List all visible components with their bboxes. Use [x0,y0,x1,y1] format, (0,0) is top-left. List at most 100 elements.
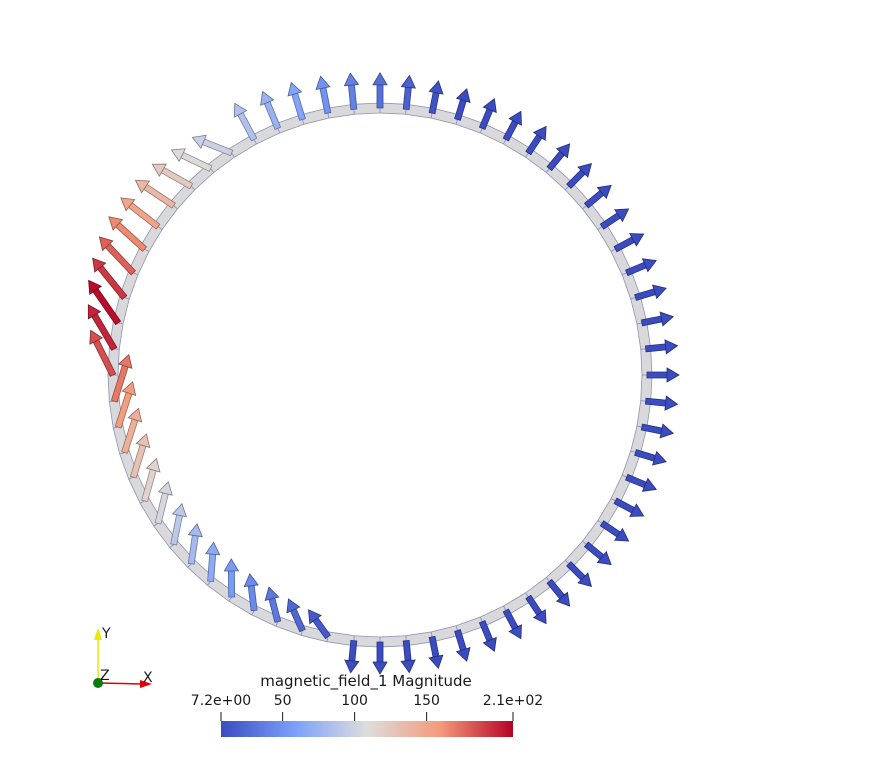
field-arrow [129,433,151,479]
field-arrow [634,284,667,301]
field-arrow-head [641,258,657,273]
field-arrow-head [87,304,102,320]
field-arrow-head [596,184,612,200]
field-arrow-head [134,179,151,194]
field-arrow-head [508,110,522,126]
field-arrow-head [577,572,592,587]
field-arrow-head [664,339,679,355]
field-arrow-head [596,550,612,566]
ring-cell [640,347,653,376]
field-arrow-head [532,609,547,625]
field-arrow-head [428,654,444,670]
field-arrow [134,179,176,209]
field-arrow [110,353,133,403]
field-arrow [644,395,679,411]
field-arrow-head [204,541,221,556]
field-arrow-head [641,477,657,492]
y-axis-label: Y [102,626,111,642]
field-arrow [525,125,547,156]
field-arrow-head [243,573,259,588]
field-arrow-head [233,102,248,118]
field-arrow-head [455,88,471,103]
field-arrow-shaft [115,222,148,252]
field-arrow-head [455,647,471,662]
field-arrow-head [223,558,240,572]
field-arrow [114,381,137,429]
field-arrow [223,558,240,598]
field-arrow-head [652,284,667,300]
field-arrow [599,208,630,230]
field-arrow [260,90,282,130]
z-axis-label: Z [100,668,110,684]
field-arrow [154,481,173,525]
field-arrow [187,523,203,565]
field-arrow [286,598,306,633]
x-axis-label: X [143,670,153,686]
field-arrow-head [555,143,571,159]
ring-cell [352,102,381,115]
field-arrow [502,608,522,640]
field-arrow-head [344,659,360,674]
colorbar-tick-label: 50 [273,693,292,709]
field-arrow [343,72,360,111]
glyph-arrows [87,72,680,675]
field-arrow-head [666,367,680,383]
field-arrow-head [343,72,360,87]
field-arrow-head [127,407,143,423]
field-arrow-head [286,598,301,614]
field-arrow [108,216,148,252]
ring-cell [379,102,408,115]
field-arrow [243,573,259,612]
field-arrow-shaft [613,497,636,514]
field-arrow-shaft [201,138,234,157]
field-arrow [566,163,592,189]
field-arrow [372,641,388,675]
field-arrow [315,75,332,115]
field-arrow [87,304,118,351]
field-arrow-head [92,257,107,273]
field-arrow-shaft [291,92,306,121]
colorbar-title: magnetic_field_1 Magnitude [260,672,472,690]
field-arrow [428,635,444,670]
field-arrow-shaft [502,608,519,631]
field-arrow [583,541,612,566]
field-arrow [170,502,187,546]
field-arrow-head [145,457,161,473]
field-arrow [308,609,331,640]
field-arrow [502,110,522,142]
z-axis-dot [93,678,103,688]
field-arrow-shaft [127,202,161,230]
field-arrow [89,329,117,377]
field-arrow-head [260,90,275,106]
field-arrow-head [614,527,630,542]
field-arrow-head [555,591,571,607]
field-arrow [525,594,547,625]
field-arrow-head [664,395,679,411]
field-arrow-head [120,197,136,212]
field-arrow-shaft [502,119,519,142]
field-arrow-shaft [104,243,137,276]
field-arrow-shaft [228,570,236,598]
field-arrow-shaft [646,371,668,379]
field-arrow [121,407,143,454]
field-arrow-head [400,659,416,674]
field-arrow-shaft [613,236,636,253]
field-arrow-head [315,75,331,90]
field-arrow-shaft [187,534,199,565]
field-arrow-head [482,98,497,114]
field-arrow-shaft [376,84,384,109]
field-arrow [644,339,679,355]
field-arrow [92,257,128,300]
field-arrow [478,98,497,130]
field-arrow-head [482,636,497,652]
field-arrow [88,279,122,326]
field-arrow [566,561,592,587]
field-arrow-shaft [141,468,157,503]
field-arrow [204,541,221,583]
field-arrow [233,102,258,142]
ring-cell [640,374,653,403]
field-arrow-head [577,163,592,178]
field-arrow [170,148,213,172]
field-arrow [646,367,680,383]
